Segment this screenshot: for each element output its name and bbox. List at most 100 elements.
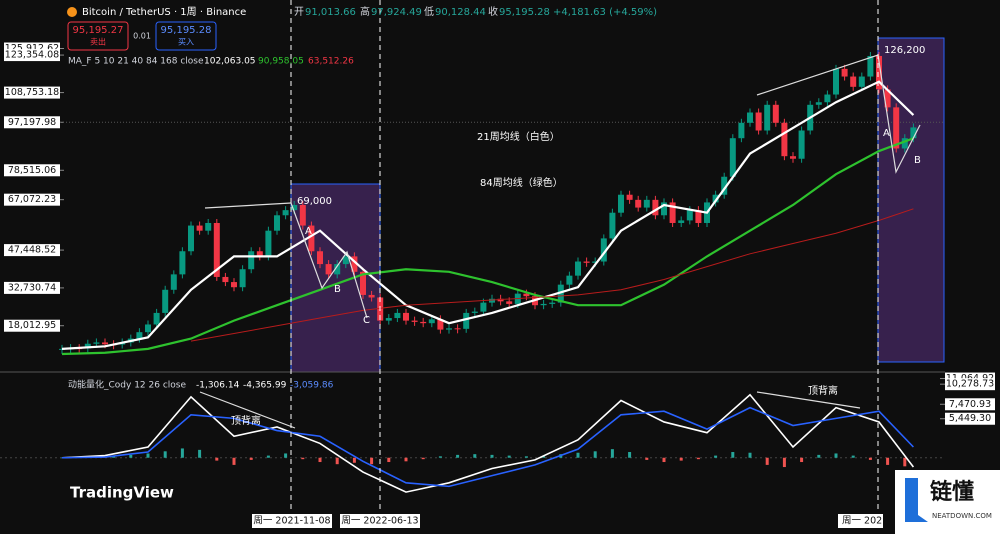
histogram-bar [868,457,872,460]
candle [188,225,194,252]
candle [256,251,263,257]
histogram-bar [421,457,425,460]
trend-line [756,54,921,174]
histogram-bar [800,457,804,463]
candle [790,156,796,159]
annotation: 69,000 [297,196,332,207]
candle [351,256,358,272]
candle [394,312,401,319]
candle [738,122,745,139]
histogram-bar [301,457,305,460]
candle [325,264,332,275]
candle [609,212,616,239]
histogram-bar [318,457,322,463]
histogram-bar [456,454,460,458]
candle [454,328,461,330]
symbol: Bitcoin / TetherUS · 1周 · Binance [82,6,246,18]
trend-line [756,391,861,409]
histogram-bar [112,456,116,458]
trend-line [290,202,368,319]
histogram-bar [335,457,339,465]
candle [136,332,143,339]
candle [480,302,487,312]
annotation: C [363,315,370,326]
candle [557,284,564,303]
candle [222,276,229,283]
candle [695,210,702,223]
candle [248,251,255,270]
candle [867,55,874,77]
buy-button[interactable] [155,21,217,51]
histogram-bar [60,457,64,459]
candle [600,238,607,262]
candle [437,319,444,330]
candle [205,222,212,231]
sell-price: 95,195.27 [73,25,124,36]
candle [910,127,917,139]
macd-value: -4,365.99 [243,381,287,391]
candle [84,343,91,349]
histogram-bar [610,449,614,458]
y-tick-label: 18,012.95 [8,320,56,331]
histogram-bar [266,455,270,458]
high-label: 高 [360,5,370,18]
time-marker: 周一 2022-06-13 [341,516,418,527]
candle [497,298,504,302]
time-marker-box [838,514,883,528]
histogram-bar [438,456,442,458]
y-tick-label: 32,730.74 [8,282,56,293]
histogram-bar [146,453,150,458]
coin-icon [67,7,77,17]
histogram-bar [903,457,907,467]
histogram-bar [679,457,683,461]
histogram-bar [284,453,288,458]
time-marker-box [340,514,420,528]
tick-box [4,49,60,62]
y-tick-label: 97,197.98 [8,117,56,128]
ma-line [61,80,915,350]
candle [145,324,151,333]
tick-box [4,281,60,294]
y-tick-label: 5,449.30 [949,413,991,424]
candle [196,225,203,231]
y-tick-label: 67,072.23 [8,194,56,205]
sell-button[interactable] [67,21,129,51]
histogram-bar [593,451,597,458]
candle [523,293,530,297]
candle [566,275,573,285]
annotation: 126,200 [884,45,925,56]
candle [618,194,624,213]
buy-label: 买入 [178,38,194,47]
candle [643,199,650,208]
candle [626,194,633,200]
tick-box [945,398,995,411]
spread: 0.01 [133,32,151,41]
candle [540,303,547,306]
histogram-bar [198,449,202,458]
y-tick-label: 108,753.18 [5,87,59,98]
y-tick-label: 10,278.73 [946,379,994,390]
candle [833,68,839,95]
y-tick-label: 125,912.62 [5,43,59,54]
tick-box [4,86,60,99]
histogram-bar [215,457,219,461]
candle [239,269,246,288]
watermark: TradingView [70,484,174,502]
candle [592,261,599,263]
logo-name: 链懂 [930,479,974,505]
ma-value: 63,512.26 [308,57,354,67]
candle [747,112,753,123]
candle [334,264,341,275]
candle [282,210,289,216]
histogram-bar [765,457,769,465]
candle [876,55,882,90]
macd-value: -3,059.86 [290,381,334,391]
y-tick-label: 123,354.08 [5,50,59,61]
candle [213,222,220,277]
histogram-bar [524,456,528,458]
y-tick-label: 7,470.93 [949,399,991,410]
candle [489,298,495,303]
candle [755,112,762,131]
